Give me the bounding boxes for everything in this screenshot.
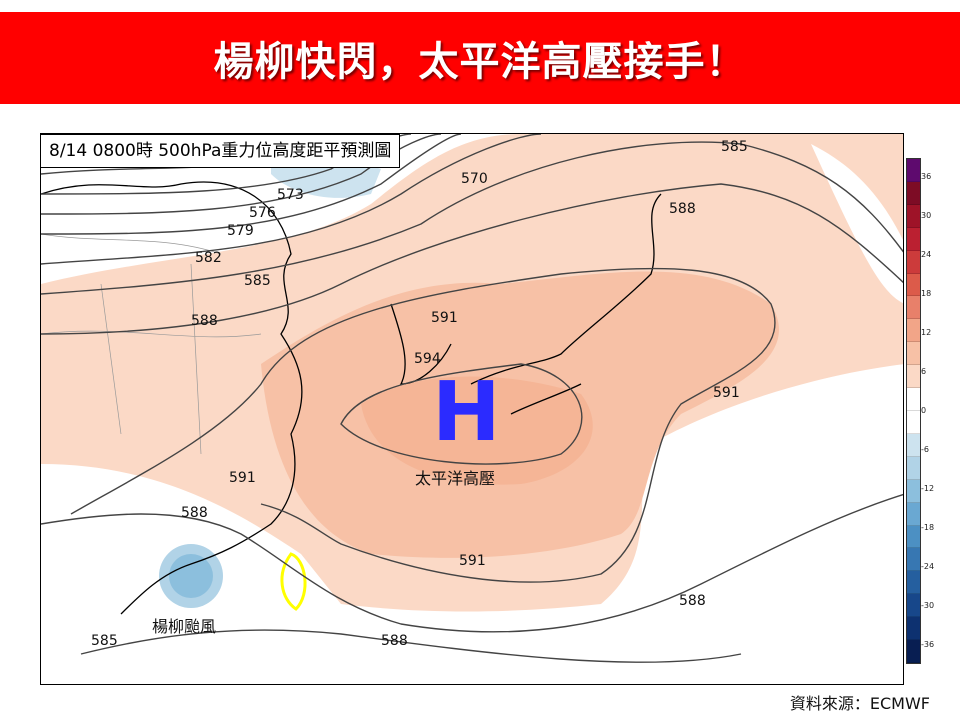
contour-label: 588 xyxy=(181,505,208,521)
contour-label: 588 xyxy=(381,633,408,649)
contour-label: 570 xyxy=(461,171,488,187)
contour-label: 588 xyxy=(191,313,218,329)
colorbar-swatch xyxy=(907,204,920,228)
contour-label: 585 xyxy=(91,633,118,649)
colorbar-tick: -6 xyxy=(921,445,929,454)
contour-label: 573 xyxy=(277,187,304,203)
colorbar-tick: 30 xyxy=(921,211,932,220)
colorbar-tick: 0 xyxy=(921,406,927,415)
colorbar-swatch xyxy=(907,617,920,641)
colorbar-swatch xyxy=(907,319,920,343)
contour-label: 591 xyxy=(459,553,486,569)
contour-label: 582 xyxy=(195,250,222,266)
contour-label: 576 xyxy=(249,205,276,221)
colorbar-tick: 12 xyxy=(921,328,932,337)
colorbar-swatch xyxy=(907,273,920,297)
colorbar-swatch xyxy=(907,296,920,320)
contour-label: 591 xyxy=(229,470,256,486)
contour-label: 591 xyxy=(431,310,458,326)
colorbar-swatch xyxy=(907,456,920,480)
colorbar-swatch xyxy=(907,250,920,274)
colorbar-swatch xyxy=(907,365,920,389)
colorbar-swatch xyxy=(907,479,920,503)
colorbar-swatch xyxy=(907,410,920,434)
colorbar-tick: -36 xyxy=(921,640,935,649)
colorbar-swatch xyxy=(907,594,920,618)
contour-label: 588 xyxy=(679,593,706,609)
colorbar-swatch xyxy=(907,227,920,251)
colorbar-tick: -12 xyxy=(921,484,935,493)
contour-label: 579 xyxy=(227,223,254,239)
colorbar-tick: -30 xyxy=(921,601,935,610)
colorbar-swatch xyxy=(907,525,920,549)
colorbar-swatch xyxy=(907,388,920,411)
colorbar-swatch xyxy=(907,342,920,366)
high-pressure-label: 太平洋高壓 xyxy=(415,469,496,488)
colorbar-swatch xyxy=(907,640,920,663)
colorbar-swatch xyxy=(907,548,920,572)
colorbar-tick: -24 xyxy=(921,562,935,571)
colorbar-tick: 6 xyxy=(921,367,927,376)
colorbar-tick: 24 xyxy=(921,250,932,259)
colorbar-tick: 18 xyxy=(921,289,932,298)
high-pressure-symbol: H xyxy=(432,365,501,460)
contour-label: 594 xyxy=(414,351,441,367)
colorbar xyxy=(906,158,921,664)
colorbar-tick: -18 xyxy=(921,523,935,532)
colorbar-swatch xyxy=(907,181,920,205)
borders xyxy=(41,233,262,455)
map-title: 8/14 0800時 500hPa重力位高度距平預測圖 xyxy=(40,134,401,168)
contour-label: 588 xyxy=(669,201,696,217)
colorbar-swatch xyxy=(907,502,920,526)
anomaly-fill xyxy=(41,134,903,612)
contour-label: 591 xyxy=(713,385,740,401)
contour-label: 585 xyxy=(244,273,271,289)
headline: 楊柳快閃，太平洋高壓接手！ xyxy=(213,39,747,85)
colorbar-tick: 36 xyxy=(921,172,932,181)
colorbar-swatch xyxy=(907,433,920,457)
contour-label: 585 xyxy=(721,139,748,155)
headline-banner: 楊柳快閃，太平洋高壓接手！ xyxy=(0,12,960,104)
colorbar-swatch xyxy=(907,571,920,595)
colorbar-swatch xyxy=(907,159,920,182)
typhoon-label: 楊柳颱風 xyxy=(152,617,217,636)
data-source: 資料來源：ECMWF xyxy=(789,694,930,713)
